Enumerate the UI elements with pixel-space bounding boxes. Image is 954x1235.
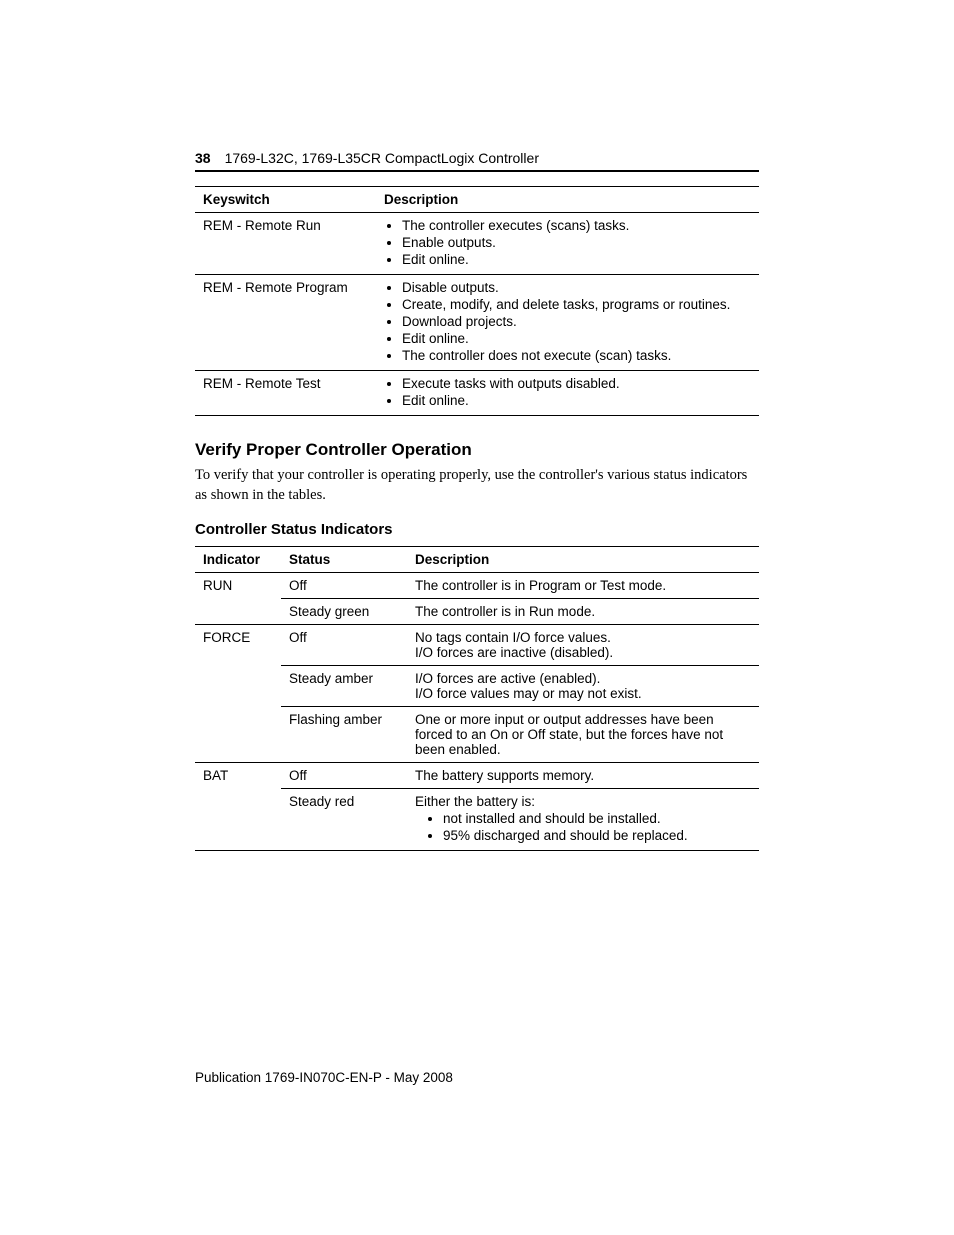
status-cell: Off [281,625,407,666]
status-cell: Off [281,763,407,789]
table-row: RUN Off The controller is in Program or … [195,573,759,599]
list-item: Edit online. [402,393,751,408]
status-table: Indicator Status Description RUN Off The… [195,546,759,851]
section-body: To verify that your controller is operat… [195,466,759,505]
table-row: REM - Remote Run The controller executes… [195,213,759,275]
status-header-status: Status [281,547,407,573]
keyswitch-cell: REM - Remote Run [195,213,376,275]
keyswitch-cell: REM - Remote Program [195,275,376,371]
list-item: Enable outputs. [402,235,751,250]
status-cell: Flashing amber [281,707,407,763]
status-header-description: Description [407,547,759,573]
subsection-heading-status: Controller Status Indicators [195,521,759,538]
keyswitch-table: Keyswitch Description REM - Remote Run T… [195,186,759,416]
list-item: The controller does not execute (scan) t… [402,348,751,363]
page: 38 1769-L32C, 1769-L35CR CompactLogix Co… [0,0,954,1235]
desc-lead: Either the battery is: [415,794,535,809]
description-cell: The controller executes (scans) tasks. E… [376,213,759,275]
footer-pubcode: 1769-IN070C-EN-P - May 2008 [265,1070,453,1085]
table-row: FORCE Off No tags contain I/O force valu… [195,625,759,666]
table-row: REM - Remote Test Execute tasks with out… [195,371,759,416]
list-item: Create, modify, and delete tasks, progra… [402,297,751,312]
list-item: Edit online. [402,252,751,267]
indicator-cell: RUN [195,573,281,625]
footer-prefix: Publication [195,1070,265,1085]
keyswitch-header-description: Description [376,187,759,213]
list-item: The controller executes (scans) tasks. [402,218,751,233]
description-cell: Disable outputs. Create, modify, and del… [376,275,759,371]
description-cell: The controller is in Run mode. [407,599,759,625]
list-item: 95% discharged and should be replaced. [443,828,751,843]
description-cell: Execute tasks with outputs disabled. Edi… [376,371,759,416]
list-item: Disable outputs. [402,280,751,295]
indicator-cell: FORCE [195,625,281,763]
keyswitch-header-keyswitch: Keyswitch [195,187,376,213]
description-cell: Either the battery is: not installed and… [407,789,759,851]
list-item: Execute tasks with outputs disabled. [402,376,751,391]
list-item: not installed and should be installed. [443,811,751,826]
list-item: Edit online. [402,331,751,346]
status-cell: Off [281,573,407,599]
list-item: Download projects. [402,314,751,329]
status-cell: Steady amber [281,666,407,707]
status-header-indicator: Indicator [195,547,281,573]
doc-title: 1769-L32C, 1769-L35CR CompactLogix Contr… [225,150,539,166]
description-cell: No tags contain I/O force values. I/O fo… [407,625,759,666]
page-number: 38 [195,150,211,166]
status-cell: Steady red [281,789,407,851]
status-cell: Steady green [281,599,407,625]
description-cell: The battery supports memory. [407,763,759,789]
keyswitch-cell: REM - Remote Test [195,371,376,416]
section-heading-verify: Verify Proper Controller Operation [195,440,759,460]
footer: Publication 1769-IN070C-EN-P - May 2008 [195,1070,453,1085]
description-cell: One or more input or output addresses ha… [407,707,759,763]
table-row: BAT Off The battery supports memory. [195,763,759,789]
running-header: 38 1769-L32C, 1769-L35CR CompactLogix Co… [195,150,759,172]
description-cell: I/O forces are active (enabled). I/O for… [407,666,759,707]
table-row: REM - Remote Program Disable outputs. Cr… [195,275,759,371]
description-cell: The controller is in Program or Test mod… [407,573,759,599]
indicator-cell: BAT [195,763,281,851]
